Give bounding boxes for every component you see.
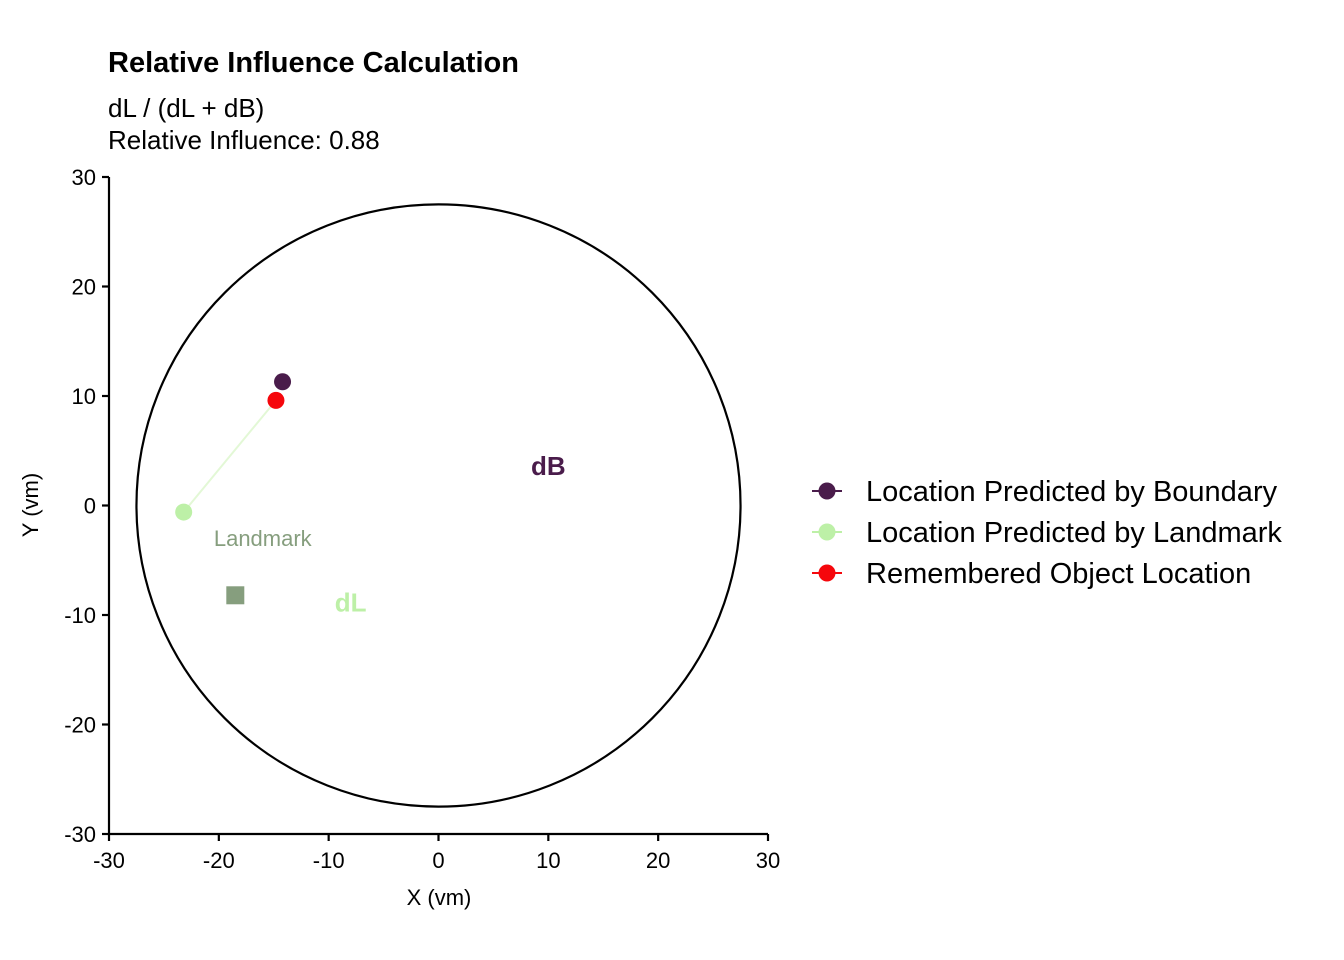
x-axis-title: X (vm) xyxy=(407,885,472,910)
y-tick-label: 0 xyxy=(84,494,96,519)
x-tick-label: 10 xyxy=(536,848,560,873)
distance-segment-0 xyxy=(182,399,277,513)
legend-key-point xyxy=(818,564,836,582)
point-location-predicted-by-boundary-0 xyxy=(274,373,292,391)
axes: -30 -20 -10 0 10 20 30 -30 -20 -10 0 10 20 30 xyxy=(64,165,780,873)
x-tick-label: 0 xyxy=(432,848,444,873)
legend-label: Remembered Object Location xyxy=(866,558,1251,590)
legend-key-point xyxy=(818,523,836,541)
y-tick-label: 30 xyxy=(72,165,96,190)
y-tick-label: -30 xyxy=(64,822,96,847)
x-tick-label: 20 xyxy=(646,848,670,873)
legend-label: Location Predicted by Boundary xyxy=(866,476,1278,508)
point-remembered-object-location-0 xyxy=(267,391,285,409)
y-tick-label: 10 xyxy=(72,384,96,409)
chart-subtitle-formula: dL / (dL + dB) xyxy=(108,93,264,123)
plot-area: Landmark dB dL xyxy=(135,203,742,808)
x-tick-label: -20 xyxy=(203,848,235,873)
legend: Location Predicted by Boundary Location P… xyxy=(812,476,1282,590)
annotation-db: dB xyxy=(531,451,566,481)
y-tick-label: -20 xyxy=(64,713,96,738)
x-tick-label: -30 xyxy=(93,848,125,873)
y-axis-title: Y (vm) xyxy=(18,473,43,537)
landmark-marker xyxy=(226,586,245,605)
y-tick-label: -10 xyxy=(64,603,96,628)
y-tick-label: 20 xyxy=(72,275,96,300)
x-tick-label: -10 xyxy=(313,848,345,873)
annotation-dl: dL xyxy=(335,588,367,618)
point-location-predicted-by-landmark-0 xyxy=(175,503,193,521)
x-tick-label: 30 xyxy=(756,848,780,873)
legend-key-point xyxy=(818,482,836,500)
landmark-label: Landmark xyxy=(214,526,313,551)
chart-title: Relative Influence Calculation xyxy=(108,47,519,79)
legend-label: Location Predicted by Landmark xyxy=(866,517,1282,549)
chart-subtitle-value: Relative Influence: 0.88 xyxy=(108,125,380,155)
arena-boundary-circle xyxy=(135,203,742,808)
